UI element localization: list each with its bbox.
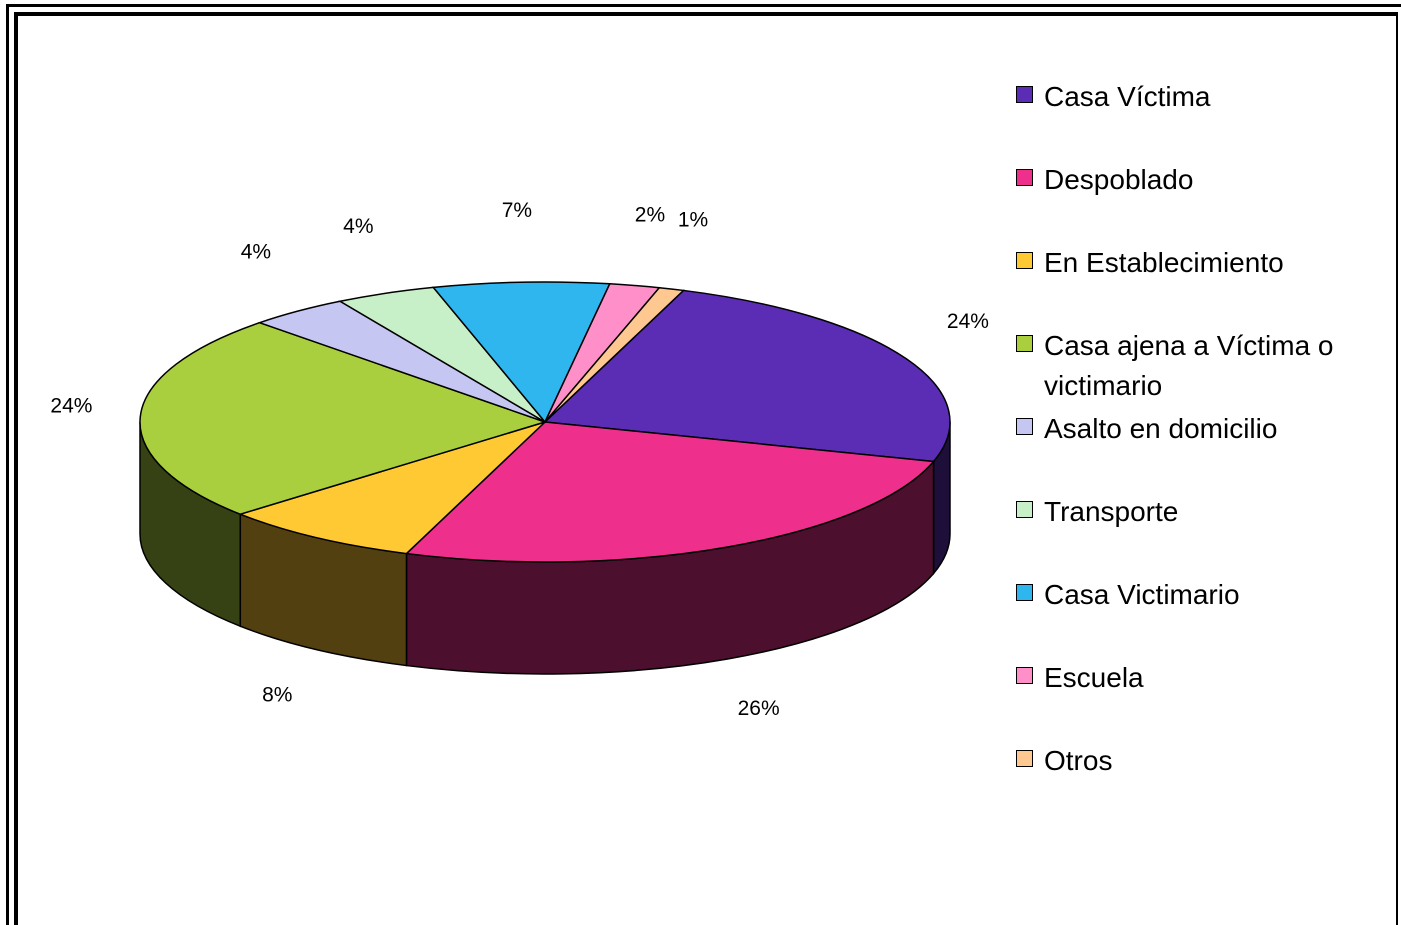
legend-item: Casa Víctima: [1016, 77, 1389, 117]
legend-item: Despoblado: [1016, 160, 1389, 200]
data-label: 24%: [50, 394, 92, 417]
legend-label: Casa ajena a Víctima o victimario: [1044, 330, 1334, 401]
legend-label: Casa Víctima: [1044, 81, 1211, 112]
pie-slice: [543, 289, 951, 463]
legend-swatch: [1016, 750, 1033, 767]
legend-item: Casa ajena a Víctima o victimario: [1016, 326, 1389, 406]
legend-swatch: [1016, 584, 1033, 601]
legend-label: Casa Victimario: [1044, 579, 1240, 610]
pie-slice: [139, 321, 548, 516]
legend-label: Transporte: [1044, 496, 1179, 527]
legend-swatch: [1016, 86, 1033, 103]
data-label: 7%: [502, 199, 532, 222]
outer-border: [6, 4, 1401, 925]
legend-swatch: [1016, 335, 1033, 352]
pie-slice: [237, 421, 546, 555]
pie-slice: [404, 421, 936, 563]
data-label: 2%: [635, 204, 665, 227]
legend-item: En Establecimiento: [1016, 243, 1389, 283]
legend-item: Asalto en domicilio: [1016, 409, 1389, 449]
data-label: 4%: [343, 215, 373, 238]
data-label: 26%: [738, 697, 780, 720]
legend-item: Otros: [1016, 741, 1389, 781]
legend-label: Asalto en domicilio: [1044, 413, 1278, 444]
legend-item: Casa Victimario: [1016, 575, 1389, 615]
legend-label: En Establecimiento: [1044, 247, 1284, 278]
legend-swatch: [1016, 169, 1033, 186]
legend-label: Otros: [1044, 745, 1113, 776]
legend-item: Transporte: [1016, 492, 1389, 532]
pie-slice: [431, 281, 611, 424]
legend-swatch: [1016, 418, 1033, 435]
chart-border: [14, 12, 1398, 925]
legend-swatch: [1016, 667, 1033, 684]
legend-label: Escuela: [1044, 662, 1144, 693]
legend-label: Despoblado: [1044, 164, 1194, 195]
legend-swatch: [1016, 501, 1033, 518]
data-label: 1%: [678, 209, 708, 232]
data-label: 8%: [262, 683, 292, 706]
legend-item: Escuela: [1016, 658, 1389, 698]
data-label: 4%: [241, 241, 271, 264]
data-label: 24%: [947, 310, 989, 333]
pie-slice: [544, 286, 686, 423]
legend-swatch: [1016, 252, 1033, 269]
